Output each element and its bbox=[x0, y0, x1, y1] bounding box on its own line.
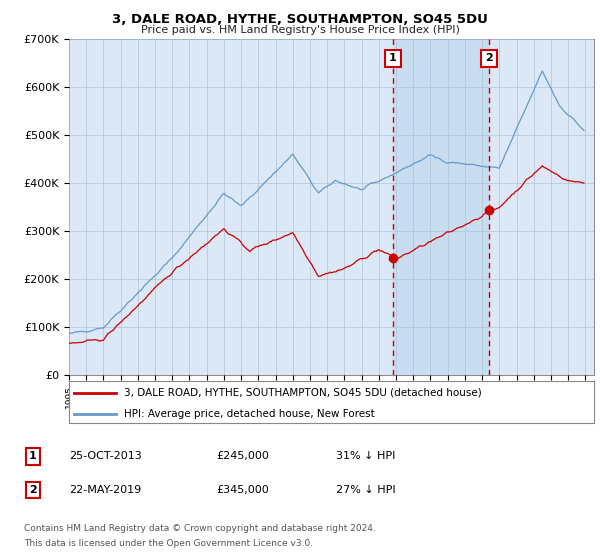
Text: 25-OCT-2013: 25-OCT-2013 bbox=[69, 451, 142, 461]
Text: 1: 1 bbox=[29, 451, 37, 461]
Text: Contains HM Land Registry data © Crown copyright and database right 2024.: Contains HM Land Registry data © Crown c… bbox=[24, 524, 376, 533]
Bar bbox=[393, 39, 489, 375]
Text: 27% ↓ HPI: 27% ↓ HPI bbox=[336, 485, 395, 495]
Text: £345,000: £345,000 bbox=[216, 485, 269, 495]
Text: Price paid vs. HM Land Registry's House Price Index (HPI): Price paid vs. HM Land Registry's House … bbox=[140, 25, 460, 35]
Text: 31% ↓ HPI: 31% ↓ HPI bbox=[336, 451, 395, 461]
Text: HPI: Average price, detached house, New Forest: HPI: Average price, detached house, New … bbox=[124, 409, 375, 418]
Text: 2: 2 bbox=[485, 53, 493, 63]
Text: 2: 2 bbox=[29, 485, 37, 495]
Text: 3, DALE ROAD, HYTHE, SOUTHAMPTON, SO45 5DU: 3, DALE ROAD, HYTHE, SOUTHAMPTON, SO45 5… bbox=[112, 13, 488, 26]
Text: £245,000: £245,000 bbox=[216, 451, 269, 461]
Text: 22-MAY-2019: 22-MAY-2019 bbox=[69, 485, 141, 495]
Text: 3, DALE ROAD, HYTHE, SOUTHAMPTON, SO45 5DU (detached house): 3, DALE ROAD, HYTHE, SOUTHAMPTON, SO45 5… bbox=[124, 388, 482, 398]
Text: 1: 1 bbox=[389, 53, 397, 63]
Text: This data is licensed under the Open Government Licence v3.0.: This data is licensed under the Open Gov… bbox=[24, 539, 313, 548]
